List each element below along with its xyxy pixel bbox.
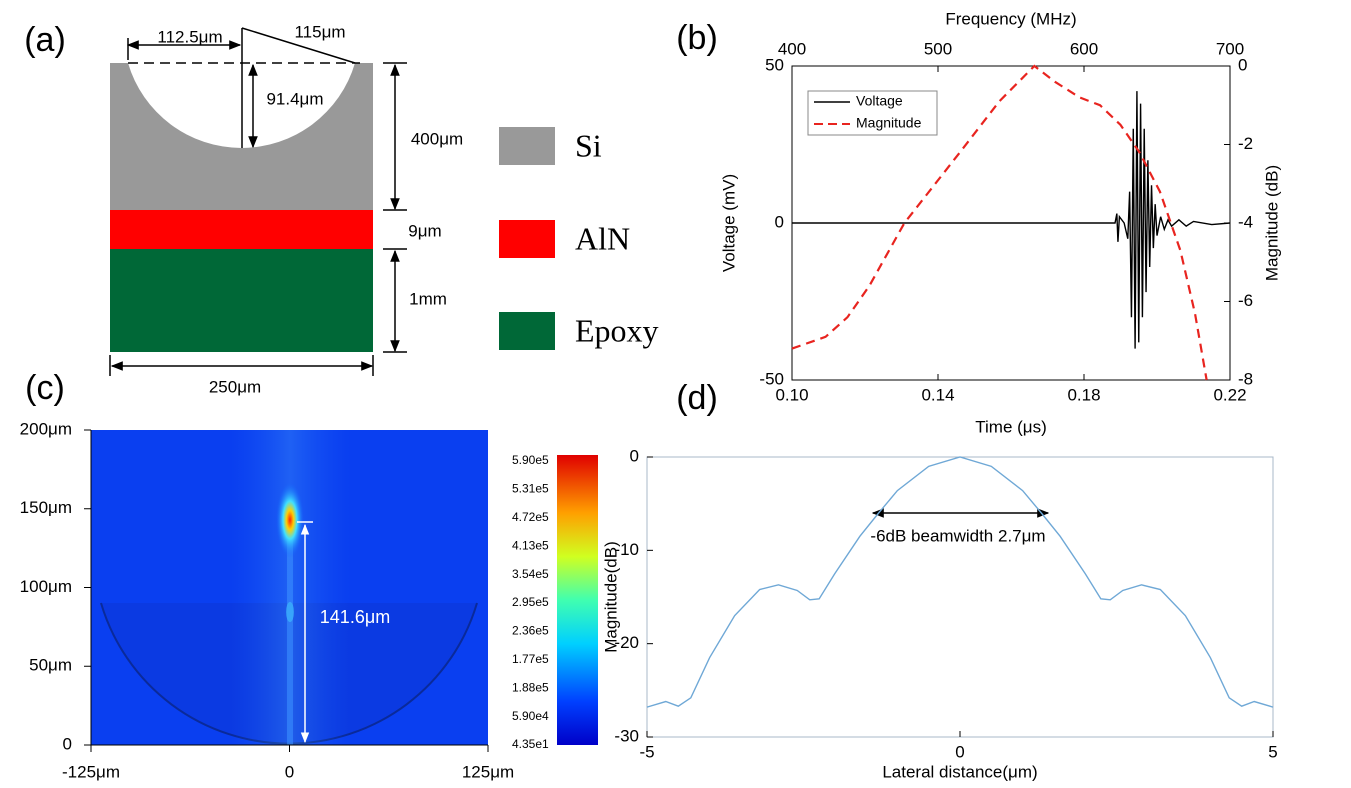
y-axis-label: Voltage (mV) bbox=[719, 174, 738, 272]
y-tick-label: 0 bbox=[630, 446, 639, 465]
beamwidth-label: -6dB beamwidth 2.7μm bbox=[870, 526, 1045, 545]
x-tick-label: 0.18 bbox=[1067, 385, 1100, 404]
x-tick-label: 0.14 bbox=[921, 385, 954, 404]
x-tick-label: 0.22 bbox=[1213, 385, 1246, 404]
y2-tick-label: -2 bbox=[1238, 134, 1253, 153]
y-tick-label: 100μm bbox=[20, 577, 72, 596]
colorbar-label: 4.35e1 bbox=[512, 737, 549, 751]
colorbar-label: 5.90e5 bbox=[512, 453, 549, 467]
legend-label: AlN bbox=[575, 220, 630, 256]
dimension-label: 400μm bbox=[411, 129, 463, 148]
x-tick-label: 0.10 bbox=[775, 385, 808, 404]
si-layer bbox=[110, 63, 373, 210]
colorbar-label: 3.54e5 bbox=[512, 567, 549, 581]
x-tick-label: -5 bbox=[639, 742, 654, 761]
panel-label: (a) bbox=[24, 21, 66, 59]
dimension-label: 250μm bbox=[209, 377, 261, 396]
colorbar-label: 5.90e4 bbox=[512, 709, 549, 723]
dimension-label: 91.4μm bbox=[266, 89, 323, 108]
y-tick-label: 0 bbox=[63, 734, 72, 753]
y-tick-label: 50μm bbox=[29, 656, 72, 675]
legend-swatch bbox=[499, 220, 555, 258]
plot-frame bbox=[646, 456, 1274, 738]
dimension-label: 9μm bbox=[408, 221, 441, 240]
y-tick-label: -10 bbox=[614, 540, 639, 559]
x2-axis-label: Frequency (MHz) bbox=[945, 9, 1076, 28]
series-line bbox=[791, 64, 1208, 381]
secondary-spot bbox=[286, 602, 294, 622]
aln-layer bbox=[110, 210, 373, 249]
colorbar bbox=[557, 455, 598, 745]
y2-tick-label: -4 bbox=[1238, 212, 1253, 231]
legend-label: Si bbox=[575, 127, 602, 163]
x-axis-label: Lateral distance(μm) bbox=[882, 762, 1037, 781]
y-tick-label: 150μm bbox=[20, 498, 72, 517]
x-tick-label: -125μm bbox=[62, 762, 120, 781]
x-tick-label: 0 bbox=[955, 742, 964, 761]
legend-box bbox=[807, 90, 938, 136]
y-tick-label: -50 bbox=[759, 369, 784, 388]
colorbar-label: 5.31e5 bbox=[512, 482, 549, 496]
colorbar-label: 2.36e5 bbox=[512, 624, 549, 638]
y2-tick-label: -8 bbox=[1238, 369, 1253, 388]
y2-tick-label: -6 bbox=[1238, 291, 1253, 310]
panel-label: (b) bbox=[676, 19, 718, 57]
x2-tick-label: 500 bbox=[924, 39, 952, 58]
x-axis-label: Time (μs) bbox=[975, 417, 1047, 436]
x-tick-label: 125μm bbox=[462, 762, 514, 781]
y2-axis-label: Magnitude (dB) bbox=[1262, 165, 1281, 281]
field-map: 141.6μm bbox=[91, 430, 598, 745]
dimension-label: 1mm bbox=[409, 289, 447, 308]
y-tick-label: 0 bbox=[775, 212, 784, 231]
colorbar-label: 4.72e5 bbox=[512, 510, 549, 524]
legend-label: Voltage bbox=[856, 93, 903, 109]
x2-tick-label: 400 bbox=[778, 39, 806, 58]
legend-label: Epoxy bbox=[575, 312, 659, 348]
y-tick-label: 50 bbox=[765, 55, 784, 74]
beam-axis bbox=[287, 540, 293, 745]
slant-line bbox=[241, 27, 356, 64]
x-tick-label: 0 bbox=[285, 762, 294, 781]
series-line bbox=[646, 456, 1274, 708]
dimension-label: 112.5μm bbox=[157, 27, 222, 46]
focal-distance-label: 141.6μm bbox=[320, 607, 390, 627]
panel-label: (d) bbox=[676, 379, 718, 417]
dimension-label: 115μm bbox=[294, 22, 345, 41]
panel-a bbox=[109, 27, 407, 376]
legend-swatch bbox=[499, 312, 555, 350]
panel-d: -6dB beamwidth 2.7μm bbox=[870, 508, 1050, 545]
colorbar-label: 1.77e5 bbox=[512, 652, 549, 666]
series-line bbox=[792, 91, 1231, 349]
y2-tick-label: 0 bbox=[1238, 55, 1247, 74]
legend-label: Magnitude bbox=[856, 115, 922, 131]
y-axis-label: Magnitude(dB) bbox=[601, 541, 620, 653]
x-tick-label: 5 bbox=[1268, 742, 1277, 761]
colorbar-label: 2.95e5 bbox=[512, 595, 549, 609]
epoxy-layer bbox=[110, 249, 373, 352]
x2-tick-label: 700 bbox=[1216, 39, 1244, 58]
colorbar-label: 1.88e5 bbox=[512, 680, 549, 694]
focal-spot bbox=[276, 482, 304, 558]
legend-swatch bbox=[499, 127, 555, 165]
y-tick-label: -30 bbox=[614, 726, 639, 745]
colorbar-label: 4.13e5 bbox=[512, 538, 549, 552]
x2-tick-label: 600 bbox=[1070, 39, 1098, 58]
y-tick-label: -20 bbox=[614, 633, 639, 652]
panel-label: (c) bbox=[25, 369, 65, 407]
y-tick-label: 200μm bbox=[20, 419, 72, 438]
